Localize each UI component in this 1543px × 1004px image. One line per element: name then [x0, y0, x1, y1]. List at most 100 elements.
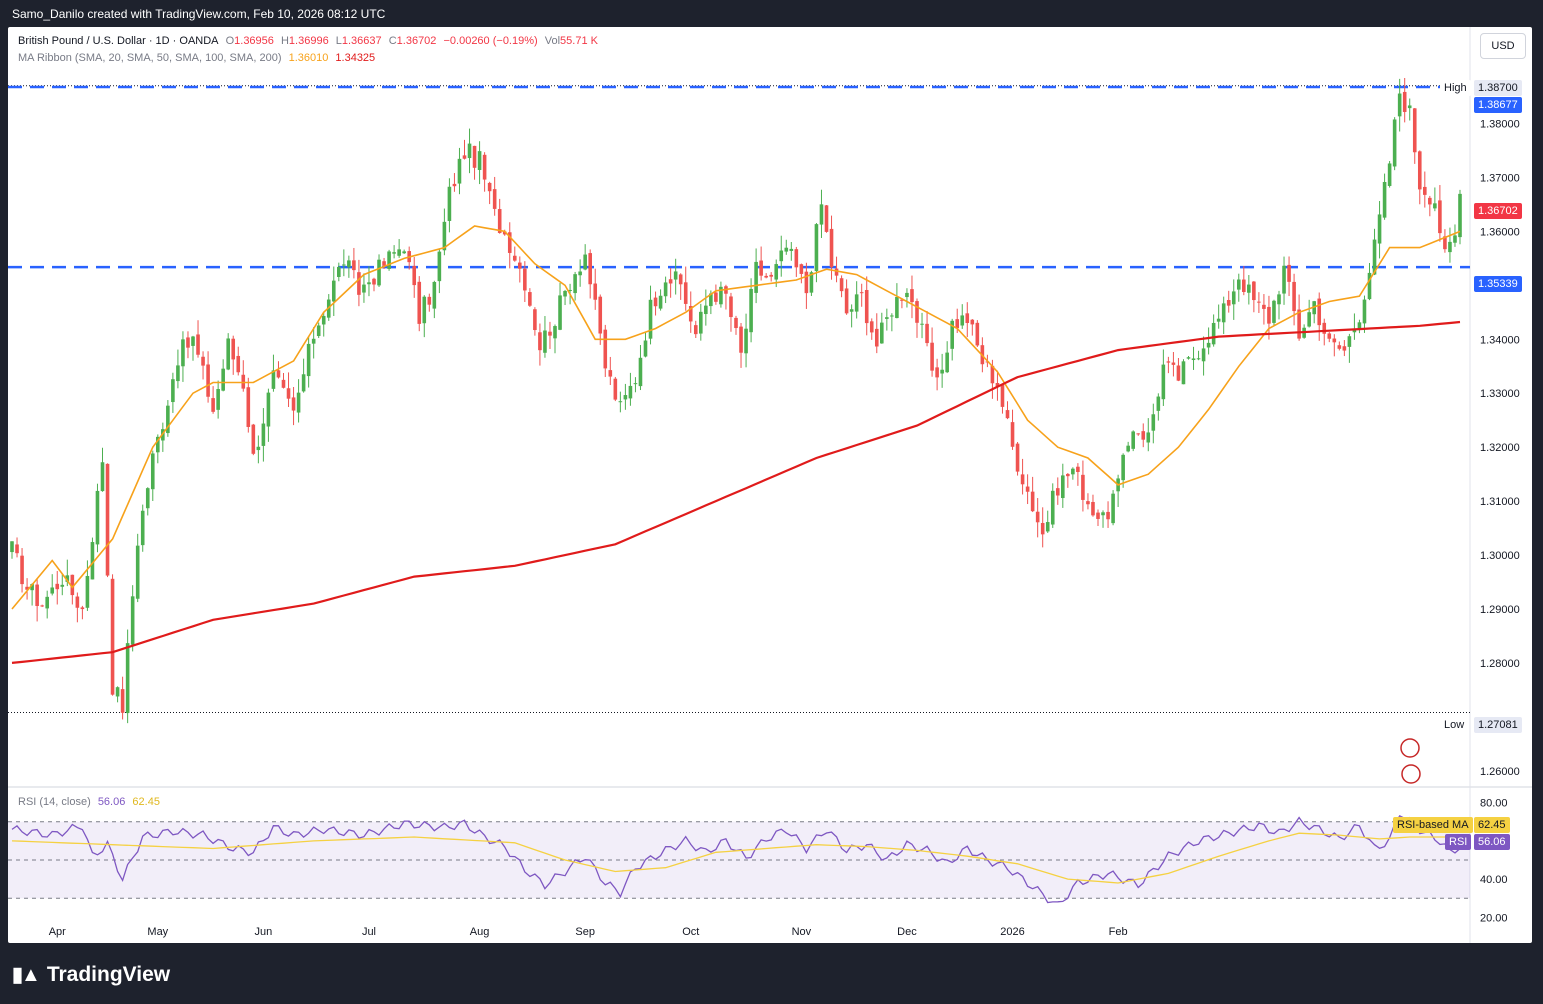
candle-body [422, 296, 427, 324]
candle-body [321, 315, 326, 325]
candle-body [357, 272, 361, 295]
candle-body [749, 288, 753, 333]
candle-body [628, 385, 633, 399]
candle-body [1045, 522, 1050, 532]
candle-body [432, 281, 437, 309]
candle-body [15, 544, 19, 554]
candle-body [1166, 361, 1171, 363]
candle-body [573, 274, 577, 294]
candle-body [668, 279, 673, 284]
candle-body [191, 336, 195, 346]
candle-body [814, 224, 819, 272]
candle-body [950, 320, 954, 349]
candle-body [1106, 511, 1110, 520]
symbol-name[interactable]: British Pound / U.S. Dollar · 1D · OANDA [18, 35, 219, 47]
candle-body [437, 251, 442, 282]
candle-body [120, 689, 125, 713]
candle-body [35, 584, 39, 606]
candle-body [40, 605, 44, 607]
candle-body [145, 488, 150, 509]
low-tag-label: Low [1440, 717, 1469, 733]
candle-body [291, 397, 296, 411]
candle-body [885, 317, 889, 319]
candle-body [1141, 431, 1146, 440]
candle-body [1453, 235, 1457, 243]
candle-body [633, 383, 638, 385]
candle-body [834, 268, 839, 276]
candle-body [1433, 203, 1437, 209]
candle-body [417, 281, 422, 324]
rsi-legend[interactable]: RSI (14, close) 56.06 62.45 [18, 796, 164, 808]
candle-body [603, 329, 608, 369]
change-value: −0.00260 (−0.19%) [443, 35, 538, 47]
candle-body [216, 389, 220, 410]
candle-body [935, 367, 939, 378]
candle-body [55, 583, 60, 590]
us-flag-icon [1401, 764, 1421, 784]
last-price-tag: 1.36702 [1474, 203, 1522, 219]
candle-body [995, 383, 1000, 387]
candle-body [598, 296, 603, 334]
candle-body [1181, 361, 1186, 385]
price-tick-label: 1.34000 [1480, 334, 1520, 346]
currency-button[interactable]: USD [1480, 33, 1526, 59]
close-value: 1.36702 [396, 35, 437, 47]
candle-body [920, 323, 924, 325]
candle-body [331, 280, 336, 302]
candle-body [683, 282, 688, 304]
low-tag-value: 1.27081 [1474, 717, 1522, 733]
sma20-value: 1.36010 [288, 52, 329, 64]
candle-body [623, 395, 628, 400]
price-tick-label: 1.37000 [1480, 172, 1520, 184]
candle-body [362, 284, 366, 293]
price-tick-label: 1.36000 [1480, 226, 1520, 238]
candle-body [719, 286, 723, 305]
time-axis-label: Aug [470, 926, 490, 938]
candle-body [377, 259, 381, 286]
candle-body [940, 369, 944, 374]
rsi-tick-label: 20.00 [1480, 912, 1508, 924]
candle-body [176, 365, 180, 382]
attribution: Samo_Danilo created with TradingView.com… [12, 7, 386, 21]
tradingview-logo-icon: ▮▲ [12, 964, 41, 986]
candle-body [945, 352, 949, 373]
candle-body [558, 295, 562, 330]
candle-body [779, 250, 784, 262]
candle-body [1030, 491, 1035, 512]
price-tick-label: 1.32000 [1480, 442, 1520, 454]
candle-body [799, 264, 804, 274]
candle-body [1010, 422, 1015, 447]
candle-body [442, 221, 447, 251]
candle-body [653, 297, 658, 307]
candle-body [150, 453, 155, 490]
candle-body [241, 374, 246, 389]
candle-body [1322, 322, 1327, 334]
time-axis-label: Jun [255, 926, 273, 938]
sma200-line [11, 320, 1461, 664]
candle-body [507, 232, 512, 253]
chart-canvas[interactable]: 1.380001.370001.360001.350001.340001.330… [8, 27, 1532, 943]
support-price-tag: 1.35339 [1474, 276, 1522, 292]
chart-frame[interactable]: 1.380001.370001.360001.350001.340001.330… [8, 27, 1532, 943]
candle-body [538, 332, 542, 351]
candle-body [1201, 348, 1206, 362]
candle-body [618, 401, 623, 403]
candle-body [75, 596, 80, 608]
candle-body [135, 545, 140, 599]
candle-body [915, 301, 919, 323]
candle-body [1231, 291, 1236, 305]
open-label: O [225, 35, 235, 47]
price-tick-label: 1.29000 [1480, 604, 1520, 616]
candle-body [1176, 365, 1181, 381]
candle-body [1040, 523, 1045, 535]
ma-ribbon-legend[interactable]: MA Ribbon (SMA, 20, SMA, 50, SMA, 100, S… [18, 52, 379, 64]
candle-body [186, 337, 190, 348]
candle-body [699, 311, 703, 334]
candle-body [970, 319, 975, 325]
candle-body [1297, 309, 1301, 339]
candle-body [1443, 236, 1447, 250]
candle-body [80, 607, 85, 610]
candle-body [1247, 284, 1251, 293]
candle-body [226, 338, 230, 370]
rsi-ma-tag-label: RSI-based MA [1393, 817, 1473, 833]
